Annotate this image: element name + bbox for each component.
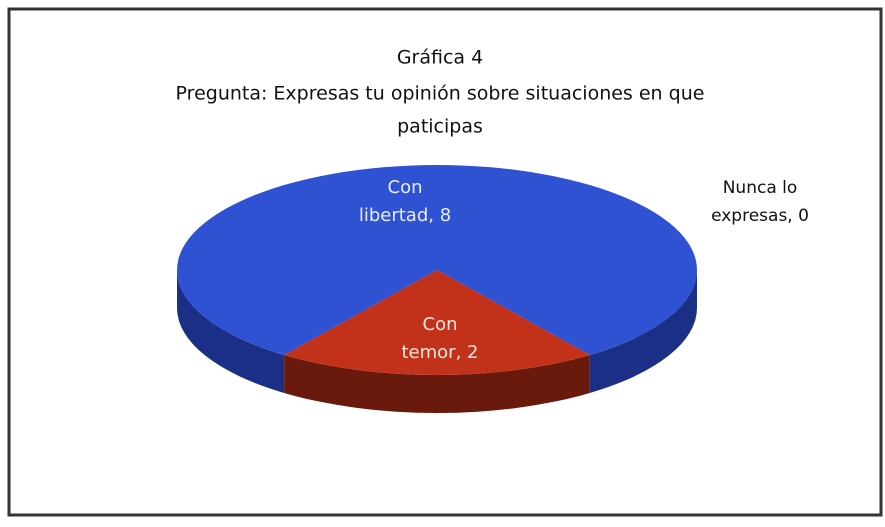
chart-title: Gráfica 4: [397, 47, 483, 69]
data-label: Con: [388, 177, 423, 198]
pie: [177, 165, 697, 413]
data-label: Nunca lo: [723, 178, 798, 198]
data-label: temor, 2: [402, 342, 479, 363]
slice-side: [589, 270, 697, 393]
data-label: libertad, 8: [359, 205, 451, 226]
slice-side: [284, 354, 590, 413]
data-label: Con: [423, 314, 458, 335]
chart-subtitle: paticipas: [397, 116, 483, 138]
slice: [284, 270, 590, 376]
slice-side: [177, 270, 285, 393]
frame: [7, 7, 883, 517]
slice: [177, 165, 697, 355]
chart-subtitle: Pregunta: Expresas tu opinión sobre situ…: [176, 83, 705, 105]
labels: Con libertad, 8 Con temor, 2 Nunca lo expresa…: [359, 177, 809, 363]
data-label: expresas, 0: [711, 206, 809, 226]
